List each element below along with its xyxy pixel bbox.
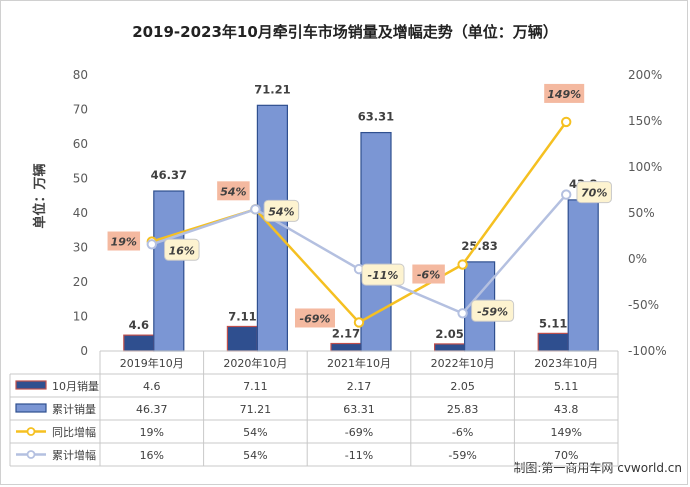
cum-point [457,308,468,319]
cum-data-label: 70% [581,187,607,200]
table-cell: 2.05 [450,380,475,393]
y2-tick-label: 50% [628,206,655,220]
y2-tick-label: 0% [628,252,647,266]
y-tick-label: 20 [73,275,88,289]
table-cell: 16% [140,449,164,462]
legend-label: 10月销量 [52,379,99,393]
data-label-monthly: 5.11 [539,316,567,330]
table-cell: 46.37 [136,403,168,416]
table-cell: 25.83 [447,403,479,416]
data-label-cumulative: 63.31 [358,110,394,124]
table-cell: 19% [140,426,164,439]
cum-label-box [263,199,300,222]
legend-key-marker [26,450,36,459]
x-tick-label: 2023年10月 [534,356,598,370]
x-tick-label: 2022年10月 [431,356,495,370]
cum-label-box [164,238,200,261]
table-cell: 7.11 [243,380,268,393]
bar-cumulative [153,190,185,352]
cum-point [561,189,572,200]
data-label-monthly: 4.6 [129,318,149,332]
cum-data-label: 16% [169,244,195,257]
cum-data-label: -59% [477,305,508,318]
x-tick-label: 2019年10月 [120,356,184,370]
table-cell: 149% [550,426,581,439]
y2-tick-label: 100% [628,160,662,174]
y-axis-label: 单位：万辆 [32,163,48,228]
bar-monthly [537,332,569,352]
table-cell: -59% [448,449,476,462]
yoy-label-box [107,231,141,251]
table-cell: -69% [345,426,373,439]
yoy-label-box [295,308,335,328]
data-label-cumulative: 25.83 [461,239,497,253]
legend-label: 累计销量 [52,402,96,416]
bar-cumulative [567,199,599,352]
cum-label-box [576,181,612,204]
yoy-data-label: -6% [417,269,440,282]
y-tick-label: 10 [73,310,88,324]
table-cell: 54% [243,449,267,462]
table-cell: -6% [452,426,473,439]
yoy-data-label: 54% [220,185,246,198]
y2-tick-label: 200% [628,68,662,82]
legend-label: 累计增幅 [52,448,96,462]
legend-key [15,380,47,390]
y-tick-label: 70 [73,103,88,117]
legend-key-marker [26,427,36,436]
yoy-point [561,116,572,128]
bar-cumulative [360,131,392,352]
table-cell: 4.6 [143,380,161,393]
table-cell: -11% [345,449,373,462]
bar-monthly [434,343,466,352]
yoy-label-box [217,181,250,201]
cum-label-box [361,263,405,286]
table-cell: 63.31 [343,403,375,416]
table-cell: 70% [554,449,578,462]
y-tick-label: 50 [73,172,88,186]
table-cell: 2.17 [347,380,372,393]
y-tick-label: 0 [80,344,88,358]
legend-key [15,403,47,413]
cum-point [146,239,158,250]
table-cell: 54% [243,426,267,439]
bar-monthly [226,325,258,352]
cum-label-box [471,299,515,322]
x-tick-label: 2021年10月 [327,356,391,370]
data-label-monthly: 7.11 [228,309,256,323]
legend-label: 同比增幅 [52,425,96,439]
yoy-data-label: 149% [547,88,581,101]
yoy-point [457,259,468,270]
cum-data-label: -11% [368,269,399,282]
cum-point [250,204,261,215]
table-cell: 71.21 [240,403,272,416]
x-tick-label: 2020年10月 [223,356,287,370]
data-label-monthly: 2.05 [435,327,463,341]
cum-line [151,193,568,315]
y2-tick-label: -50% [628,298,659,312]
table-cell: 43.8 [554,403,579,416]
yoy-point [353,317,365,328]
y-tick-label: 60 [73,137,88,151]
table-cell: 5.11 [554,380,579,393]
y-tick-label: 40 [73,206,88,220]
y2-tick-label: 150% [628,114,662,128]
yoy-data-label: -69% [300,312,331,325]
bar-monthly [330,342,362,352]
data-label-cumulative: 46.37 [151,168,187,182]
cum-data-label: 54% [268,205,294,218]
yoy-label-box [412,264,445,284]
bar-monthly [123,334,155,352]
yoy-label-box [544,83,585,103]
y-tick-label: 30 [73,241,88,255]
y2-tick-label: -100% [628,344,667,358]
y-tick-label: 80 [73,68,88,82]
yoy-data-label: 19% [111,236,137,249]
data-label-monthly: 2.17 [332,327,360,341]
chart-credit: 制图:第一商用车网 cvworld.cn [513,460,682,475]
chart-title: 2019-2023年10月牵引车市场销量及增幅走势（单位：万辆） [132,23,558,41]
data-label-cumulative: 71.21 [254,82,290,96]
